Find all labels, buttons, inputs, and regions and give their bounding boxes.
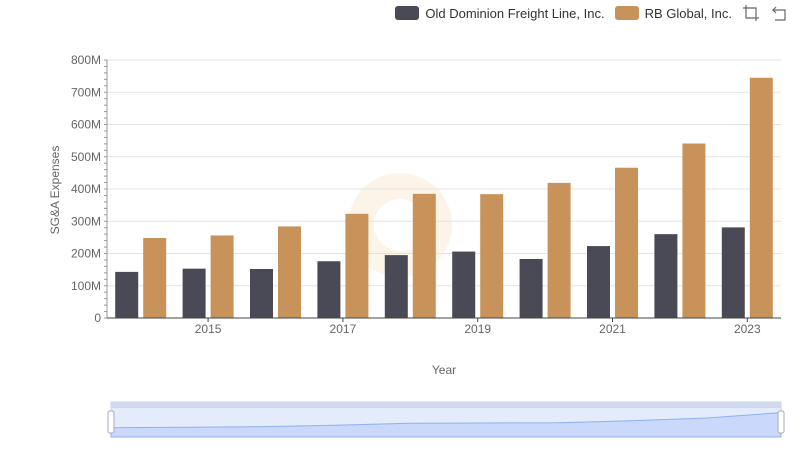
x-tick-label: 2017 — [330, 322, 357, 336]
bar-rb-global-2015[interactable] — [210, 235, 234, 318]
x-tick-label: 2019 — [464, 322, 491, 336]
y-tick-label: 200M — [71, 247, 101, 261]
bar-old-dominion-2014[interactable] — [115, 271, 139, 318]
datazoom-handle-bar[interactable] — [111, 402, 781, 408]
datazoom-right-handle[interactable] — [777, 410, 785, 434]
y-tick-label: 0 — [94, 311, 101, 325]
y-tick-label: 100M — [71, 279, 101, 293]
bar-old-dominion-2016[interactable] — [250, 268, 273, 318]
y-tick-label: 400M — [71, 182, 101, 196]
bar-old-dominion-2023[interactable] — [721, 227, 745, 318]
legend-swatch-old-dominion — [395, 6, 420, 20]
bar-rb-global-2021[interactable] — [615, 167, 638, 318]
y-tick-label: 700M — [71, 85, 101, 99]
datazoom-left-handle[interactable] — [107, 410, 115, 434]
y-axis-label: SG&A Expenses — [48, 146, 62, 235]
bar-rb-global-2017[interactable] — [345, 213, 369, 318]
bar-rb-global-2018[interactable] — [412, 193, 436, 318]
bar-old-dominion-2022[interactable] — [654, 234, 678, 318]
zoom-icon[interactable] — [742, 4, 760, 22]
y-tick-label: 800M — [71, 53, 101, 67]
bar-rb-global-2020[interactable] — [547, 182, 571, 318]
bar-rb-global-2022[interactable] — [682, 143, 706, 318]
legend-item-old-dominion[interactable]: Old Dominion Freight Line, Inc. — [395, 5, 605, 21]
y-tick-label: 500M — [71, 150, 101, 164]
legend: Old Dominion Freight Line, Inc. RB Globa… — [395, 4, 788, 22]
restore-icon[interactable] — [770, 4, 788, 22]
x-axis-label: Year — [432, 363, 456, 377]
y-tick-label: 300M — [71, 214, 101, 228]
bar-rb-global-2023[interactable] — [749, 77, 773, 318]
bar-old-dominion-2021[interactable] — [587, 246, 610, 318]
bar-old-dominion-2018[interactable] — [384, 255, 408, 318]
datazoom-slider[interactable] — [107, 401, 785, 438]
bar-old-dominion-2017[interactable] — [317, 261, 341, 318]
bar-rb-global-2014[interactable] — [143, 238, 167, 318]
legend-label-old-dominion: Old Dominion Freight Line, Inc. — [425, 5, 605, 21]
x-tick-label: 2021 — [599, 322, 626, 336]
bar-old-dominion-2015[interactable] — [182, 268, 206, 318]
legend-label-rb-global: RB Global, Inc. — [644, 5, 732, 21]
y-tick-label: 600M — [71, 118, 101, 132]
bar-rb-global-2019[interactable] — [480, 194, 504, 318]
bar-old-dominion-2019[interactable] — [452, 251, 476, 318]
x-tick-label: 2015 — [195, 322, 222, 336]
x-tick-label: 2023 — [734, 322, 761, 336]
legend-item-rb-global[interactable]: RB Global, Inc. — [614, 5, 732, 21]
legend-swatch-rb-global — [614, 6, 639, 20]
bar-old-dominion-2020[interactable] — [519, 258, 543, 318]
bar-rb-global-2016[interactable] — [278, 226, 301, 318]
